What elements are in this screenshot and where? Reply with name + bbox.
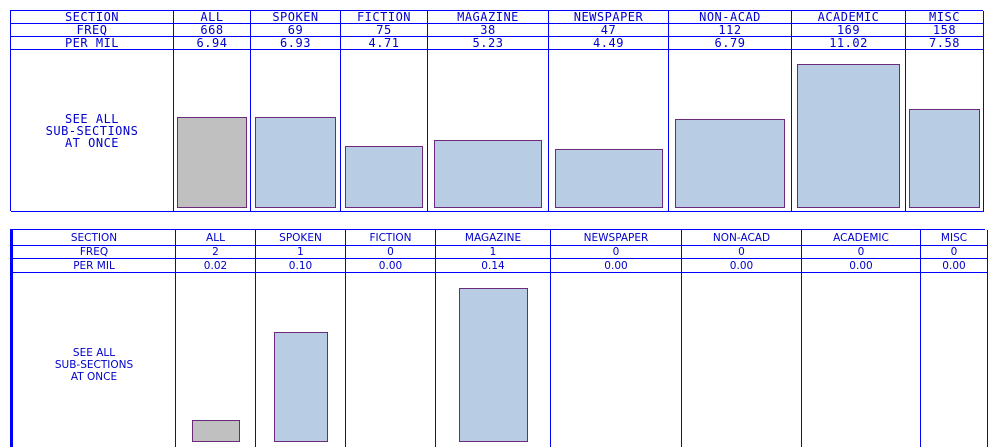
per-mil-cell: 6.94: [174, 37, 251, 50]
bar[interactable]: [674, 119, 786, 208]
column-header[interactable]: MISC: [921, 230, 988, 246]
bar-cell[interactable]: [176, 273, 256, 447]
bar-cell[interactable]: [682, 273, 802, 447]
freq-cell: 0: [921, 246, 988, 259]
column-header[interactable]: ALL: [176, 230, 256, 246]
bar-cell[interactable]: [341, 50, 428, 212]
bar[interactable]: [458, 288, 528, 442]
link-line[interactable]: SEE ALL: [64, 111, 120, 126]
per-mil-cell: 0.00: [802, 259, 921, 273]
freq-cell: 0: [682, 246, 802, 259]
freq-cell: 0: [346, 246, 436, 259]
per-mil-cell: 6.79: [669, 37, 792, 50]
column-header[interactable]: FICTION: [346, 230, 436, 246]
per-mil-cell: 4.49: [549, 37, 669, 50]
bar-cell[interactable]: [549, 50, 669, 212]
bar[interactable]: [344, 146, 424, 208]
per-mil-cell: 7.58: [906, 37, 984, 50]
bar[interactable]: [909, 108, 980, 208]
column-header[interactable]: FICTION: [341, 11, 428, 24]
per-mil-cell: 4.71: [341, 37, 428, 50]
column-header[interactable]: NON-ACAD: [669, 11, 792, 24]
bar-cell[interactable]: [256, 273, 346, 447]
bar-cell[interactable]: [792, 50, 906, 212]
table: SECTION FREQ PER MIL SEE ALL SUB-SECTIONS AT …: [10, 10, 984, 212]
bar-cell[interactable]: [906, 50, 984, 212]
table: SECTION FREQ PER MIL SEE ALL SUB-SECTIONS AT …: [10, 229, 988, 447]
bar-cell[interactable]: [436, 273, 551, 447]
column-header[interactable]: MAGAZINE: [428, 11, 549, 24]
bar-cell[interactable]: [921, 273, 988, 447]
link-line[interactable]: SEE ALL: [72, 347, 116, 359]
column-header[interactable]: MAGAZINE: [436, 230, 551, 246]
link-line[interactable]: SUB-SECTIONS: [54, 359, 134, 371]
bar[interactable]: [797, 64, 900, 208]
column-header[interactable]: SPOKEN: [256, 230, 346, 246]
column-header[interactable]: ACADEMIC: [802, 230, 921, 246]
bar[interactable]: [255, 117, 336, 208]
per-mil-cell: 11.02: [792, 37, 906, 50]
bar-cell[interactable]: [174, 50, 251, 212]
column-header[interactable]: MISC: [906, 11, 984, 24]
bar[interactable]: [191, 420, 240, 442]
freq-cell: 47: [549, 24, 669, 37]
link-line[interactable]: AT ONCE: [70, 371, 118, 383]
freq-cell: 75: [341, 24, 428, 37]
per-mil-cell: 0.00: [551, 259, 682, 273]
freq-cell: 69: [251, 24, 341, 37]
header-cell: SECTION: [13, 230, 176, 246]
per-mil-cell: 6.93: [251, 37, 341, 50]
freq-cell: 158: [906, 24, 984, 37]
bar-cell[interactable]: [251, 50, 341, 212]
link-line[interactable]: SUB-SECTIONS: [45, 123, 139, 138]
bar-cell[interactable]: [551, 273, 682, 447]
bar-cell[interactable]: [669, 50, 792, 212]
freq-cell: 169: [792, 24, 906, 37]
column-header[interactable]: NEWSPAPER: [551, 230, 682, 246]
column-header[interactable]: NON-ACAD: [682, 230, 802, 246]
freq-cell: 1: [256, 246, 346, 259]
bar[interactable]: [554, 149, 663, 208]
freq-cell: 2: [176, 246, 256, 259]
freq-cell: 0: [551, 246, 682, 259]
column-header[interactable]: ACADEMIC: [792, 11, 906, 24]
bar-cell[interactable]: [428, 50, 549, 212]
row-label: FREQ: [11, 24, 174, 37]
freq-cell: 1: [436, 246, 551, 259]
bar-cell[interactable]: [346, 273, 436, 447]
per-mil-cell: 0.00: [682, 259, 802, 273]
bar[interactable]: [273, 332, 328, 442]
per-mil-cell: 0.00: [921, 259, 988, 273]
row-label: PER MIL: [11, 37, 174, 50]
column-header[interactable]: ALL: [174, 11, 251, 24]
column-header[interactable]: SPOKEN: [251, 11, 341, 24]
sub-sections-link[interactable]: SEE ALL SUB-SECTIONS AT ONCE: [13, 273, 176, 447]
row-label: FREQ: [13, 246, 176, 259]
freq-cell: 0: [802, 246, 921, 259]
per-mil-cell: 0.00: [346, 259, 436, 273]
freq-cell: 112: [669, 24, 792, 37]
freq-cell: 38: [428, 24, 549, 37]
per-mil-cell: 0.02: [176, 259, 256, 273]
bar-cell[interactable]: [802, 273, 921, 447]
per-mil-cell: 0.14: [436, 259, 551, 273]
bar[interactable]: [177, 117, 247, 208]
sub-sections-link[interactable]: SEE ALL SUB-SECTIONS AT ONCE: [11, 50, 174, 212]
per-mil-cell: 5.23: [428, 37, 549, 50]
per-mil-cell: 0.10: [256, 259, 346, 273]
freq-cell: 668: [174, 24, 251, 37]
link-line[interactable]: AT ONCE: [64, 135, 120, 150]
bar[interactable]: [433, 139, 543, 208]
header-cell: SECTION: [11, 11, 174, 24]
column-header[interactable]: NEWSPAPER: [549, 11, 669, 24]
row-label: PER MIL: [13, 259, 176, 273]
